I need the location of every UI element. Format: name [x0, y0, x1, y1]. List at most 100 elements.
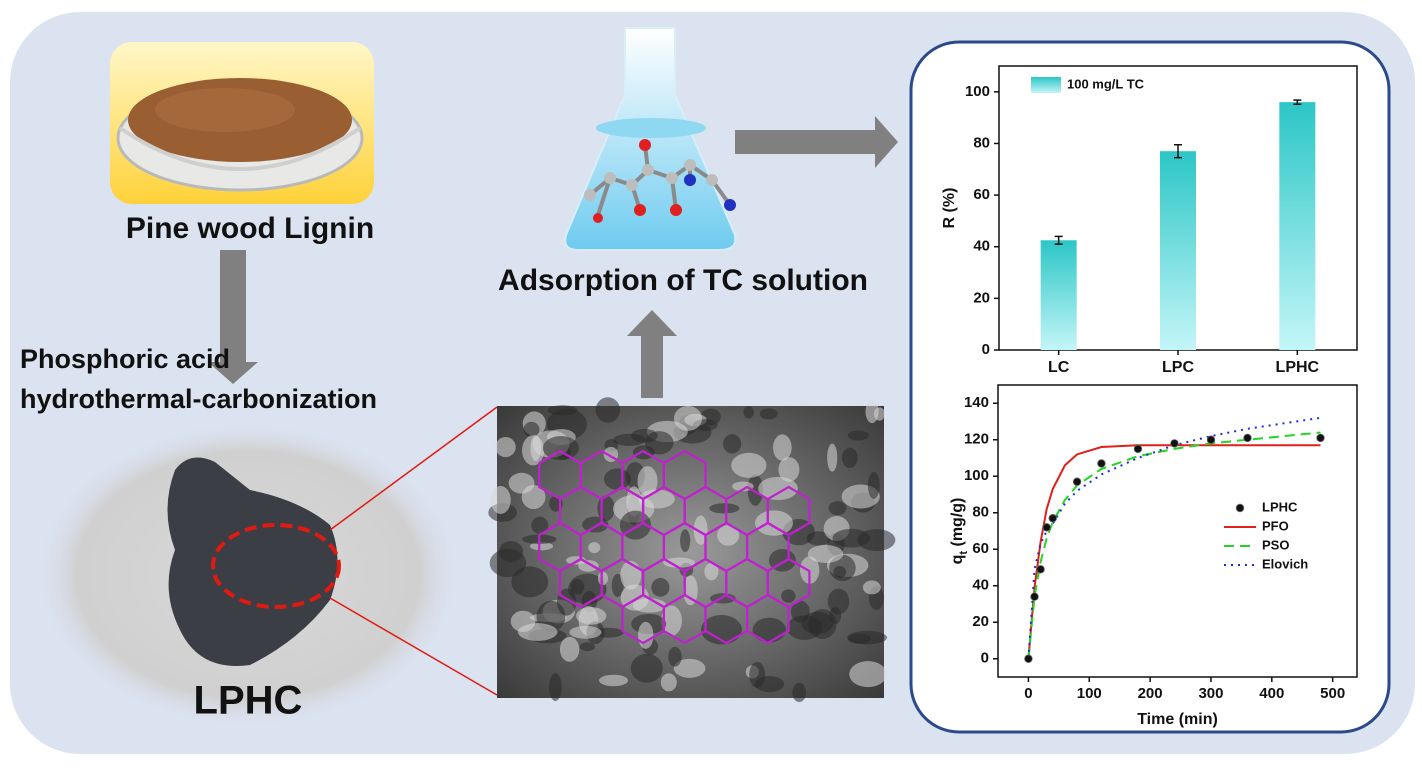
chart-panel: [909, 40, 1391, 734]
sem-texture: [743, 406, 754, 419]
sem-texture: [759, 408, 778, 420]
sem-texture: [598, 674, 629, 687]
bar: [1040, 240, 1077, 350]
sem-texture: [651, 578, 670, 597]
y-axis-label: qt (mg/g): [949, 498, 970, 565]
arrow-right: [735, 116, 898, 168]
data-point: [1170, 439, 1179, 448]
sem-texture: [749, 661, 766, 688]
data-point: [1024, 654, 1033, 663]
sem-texture: [644, 431, 674, 455]
y-axis-label: R (%): [941, 188, 958, 229]
sem-texture: [523, 421, 540, 438]
sem-texture: [862, 580, 881, 595]
y-tick-label: 20: [972, 613, 989, 630]
y-tick-label: 80: [973, 134, 990, 151]
sem-texture: [673, 405, 703, 431]
sem-texture: [637, 621, 654, 649]
sem-texture: [570, 579, 585, 595]
y-tick-label: 40: [972, 577, 989, 594]
y-axis-label-part: q: [949, 555, 966, 565]
sem-texture: [807, 544, 844, 563]
sem-texture: [613, 433, 646, 446]
x-tick-label: 400: [1259, 685, 1284, 702]
sem-texture: [661, 605, 682, 636]
sem-texture: [731, 452, 767, 478]
sem-texture: [828, 501, 847, 516]
sem-texture: [498, 541, 524, 563]
sem-texture: [495, 436, 516, 458]
x-tick-label: 300: [1198, 685, 1223, 702]
sem-texture: [595, 397, 621, 423]
sem-texture: [704, 562, 719, 581]
y-tick-label: 100: [965, 83, 990, 100]
product-label: LPHC: [194, 679, 303, 723]
data-point: [1316, 433, 1325, 443]
sem-texture: [549, 673, 562, 702]
error-bar: [1293, 99, 1302, 105]
flask: [564, 27, 737, 251]
sem-texture: [511, 566, 549, 598]
data-point: [1097, 459, 1106, 468]
x-tick-label: 100: [1077, 685, 1102, 702]
sem-texture: [865, 399, 879, 424]
sem-texture: [717, 524, 740, 546]
data-point: [1030, 592, 1039, 601]
y-tick-label: 140: [964, 394, 989, 411]
sem-texture: [668, 646, 682, 667]
sem-texture: [778, 457, 800, 482]
x-tick-label: 500: [1320, 685, 1345, 702]
y-tick-label: 0: [982, 341, 990, 358]
bar: [1160, 151, 1196, 350]
legend-marker: [1235, 503, 1245, 513]
sem-texture: [517, 623, 558, 641]
sem-texture: [660, 673, 677, 692]
sem-texture: [709, 503, 740, 514]
sem-texture: [827, 443, 838, 472]
sem-texture: [773, 434, 792, 461]
sem-texture: [542, 436, 579, 461]
hexagon: [745, 593, 790, 645]
sem-texture: [579, 642, 596, 652]
sem-texture: [723, 434, 742, 454]
sem-texture: [786, 615, 823, 640]
y-tick-label: 60: [973, 186, 990, 203]
y-tick-label: 20: [973, 289, 990, 306]
charts: 0 20 40 60 80 100 R (%) LC LPC LPHC 100 mg/L TC 0 20…: [941, 65, 1358, 728]
y-tick-label: 120: [964, 431, 989, 448]
sem-texture: [680, 529, 691, 553]
legend-label: LPHC: [1262, 499, 1298, 514]
sem-texture: [604, 468, 631, 491]
y-axis-label-part: t: [958, 551, 970, 555]
sem-texture: [832, 528, 871, 548]
sem-texture: [747, 474, 764, 506]
y-axis-label-part: (mg/g): [949, 498, 966, 551]
sem-texture: [611, 573, 624, 597]
data-point: [1042, 523, 1051, 532]
data-point: [1133, 444, 1143, 454]
zoom-line: [329, 597, 498, 696]
data-point: [1048, 514, 1057, 523]
sem-texture: [630, 653, 663, 683]
y-tick-label: 40: [973, 238, 990, 255]
data-point: [1036, 565, 1045, 574]
sem-texture: [781, 589, 796, 603]
x-tick-label: 0: [1024, 685, 1032, 702]
legend-label: 100 mg/L TC: [1067, 76, 1145, 91]
sem-texture: [847, 430, 870, 441]
y-tick-label: 100: [964, 467, 989, 484]
legend-label: PSO: [1262, 537, 1289, 552]
process-label: Phosphoric acid: [20, 344, 230, 374]
sem-texture: [569, 625, 602, 639]
fit-curve: [1027, 431, 1321, 659]
sem-texture: [752, 617, 787, 643]
x-tick-label: LPHC: [1276, 359, 1320, 376]
process-label: hydrothermal-carbonization: [20, 384, 377, 414]
error-bar: [1054, 235, 1063, 245]
plot-frame: [997, 384, 1358, 678]
y-tick-label: 0: [981, 650, 989, 667]
fit-curve: [1027, 416, 1321, 659]
sem-texture: [588, 542, 601, 554]
fit-curve: [1027, 444, 1321, 659]
